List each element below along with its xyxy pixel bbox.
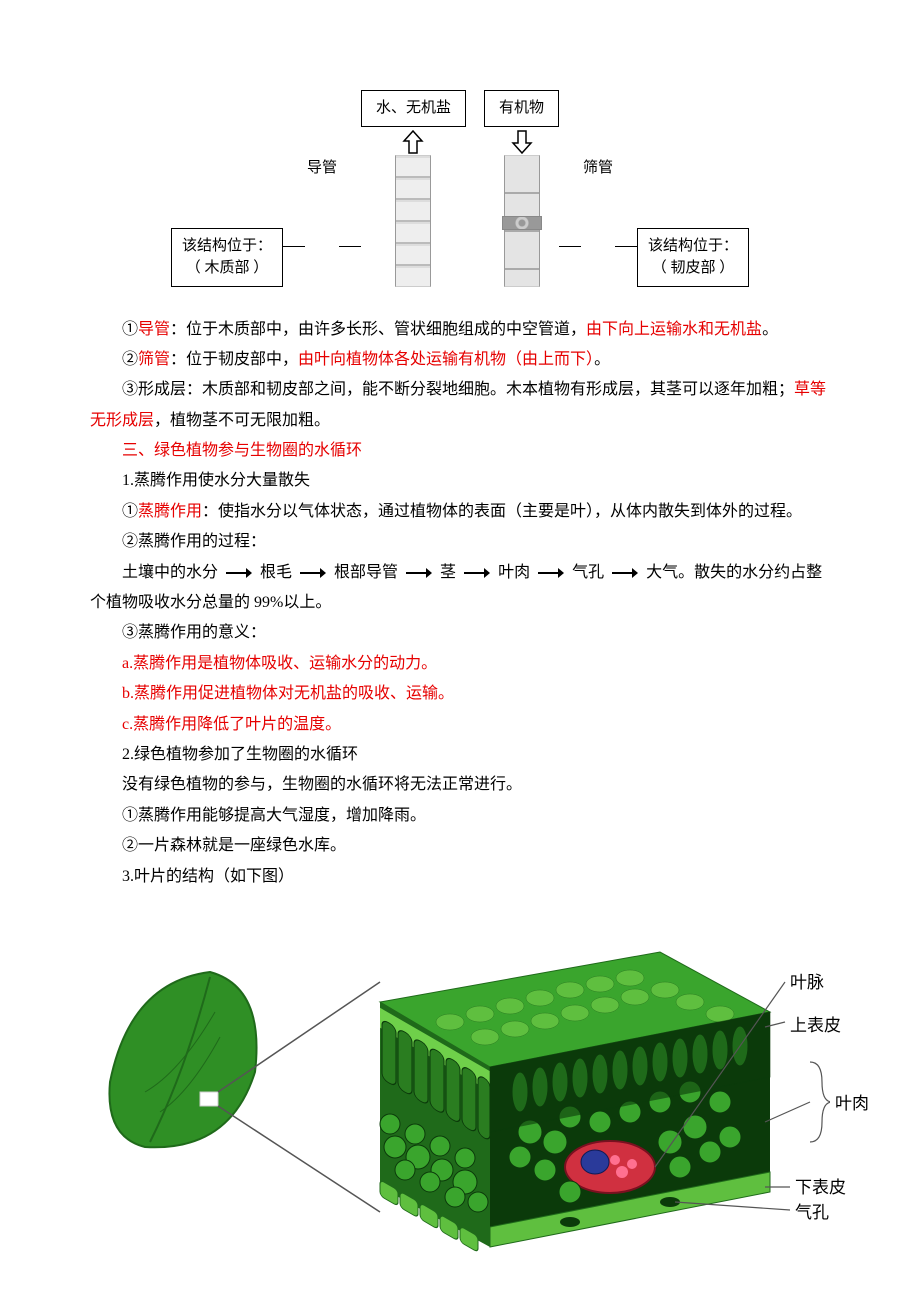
arrow-right-icon <box>538 567 564 579</box>
leaf-illustration <box>90 942 830 1272</box>
para-trans-process-h: ②蒸腾作用的过程： <box>90 527 830 557</box>
step: 气孔 <box>572 564 604 581</box>
para-phloem: ②筛管：位于韧皮部中，由叶向植物体各处运输有机物（由上而下）。 <box>90 345 830 375</box>
para-trans-def: ①蒸腾作用：使指水分以气体状态，通过植物体的表面（主要是叶），从体内散失到体外的… <box>90 497 830 527</box>
txt: ：位于韧皮部中， <box>170 351 298 368</box>
phloem-loc-line2: （ 韧皮部 ） <box>648 257 738 280</box>
txt: ：使指水分以气体状态，通过植物体的表面（主要是叶），从体内散失到体外的过程。 <box>202 503 802 520</box>
connector <box>339 246 361 247</box>
txt: ③蒸腾作用的意义： <box>122 624 266 641</box>
connector <box>283 246 305 247</box>
phloem-tube-illustration <box>504 155 540 287</box>
organics-box: 有机物 <box>484 90 559 127</box>
para-2a: 没有绿色植物的参与，生物圈的水循环将无法正常进行。 <box>90 770 830 800</box>
label-stoma: 气孔 <box>795 1197 829 1229</box>
para-2: 2.绿色植物参加了生物圈的水循环 <box>90 740 830 770</box>
sieve-plate <box>502 216 542 230</box>
sig-b: b.蒸腾作用促进植物体对无机盐的吸收、运输。 <box>90 679 830 709</box>
step: 根部导管 <box>334 564 398 581</box>
arrow-right-icon <box>300 567 326 579</box>
connector <box>559 246 581 247</box>
term-xylem: 导管 <box>138 321 170 338</box>
para-3: 3.叶片的结构（如下图） <box>90 862 830 892</box>
xylem-tube-illustration <box>395 155 431 287</box>
label-meso: 叶肉 <box>835 1088 869 1120</box>
leaf-structure-figure: 叶脉 上表皮 叶肉 下表皮 气孔 <box>90 912 830 1262</box>
xylem-column: 水、无机盐 <box>361 90 466 287</box>
para-trans-sig-h: ③蒸腾作用的意义： <box>90 618 830 648</box>
term-phloem: 筛管 <box>138 351 170 368</box>
xylem-loc-line1: 该结构位于： <box>182 235 272 258</box>
txt: 。 <box>594 351 610 368</box>
phloem-location-box: 该结构位于： （ 韧皮部 ） <box>637 228 749 287</box>
connector <box>615 246 637 247</box>
txt-red: 由叶向植物体各处运输有机物（由上而下） <box>298 351 594 368</box>
txt: ，植物茎不可无限加粗。 <box>154 412 330 429</box>
sig-a: a.蒸腾作用是植物体吸收、运输水分的动力。 <box>90 649 830 679</box>
step: 根毛 <box>260 564 292 581</box>
xylem-location-box: 该结构位于： （ 木质部 ） <box>171 228 283 287</box>
para-2c: ②一片森林就是一座绿色水库。 <box>90 831 830 861</box>
para-2b: ①蒸腾作用能够提高大气湿度，增加降雨。 <box>90 801 830 831</box>
heading-3: 三、绿色植物参与生物圈的水循环 <box>90 436 830 466</box>
txt: ③形成层：木质部和韧皮部之间，能不断分裂地细胞。木本植物有形成层，其茎可以逐年加… <box>122 381 794 398</box>
vessel-diagram: 该结构位于： （ 木质部 ） 导管 水、无机盐 有机物 筛管 <box>90 90 830 287</box>
phloem-loc-line1: 该结构位于： <box>648 235 738 258</box>
xylem-loc-line2: （ 木质部 ） <box>182 257 272 280</box>
arrow-right-icon <box>612 567 638 579</box>
step: 叶肉 <box>498 564 530 581</box>
label-upper: 上表皮 <box>790 1010 841 1042</box>
arrow-right-icon <box>464 567 490 579</box>
arrow-right-icon <box>226 567 252 579</box>
step: 茎 <box>440 564 456 581</box>
txt: 。 <box>762 321 778 338</box>
term-trans: 蒸腾作用 <box>138 503 202 520</box>
para-trans-process: 土壤中的水分 根毛 根部导管 茎 叶肉 气孔 大气。散失的水分约占整个植物吸收水… <box>90 558 830 619</box>
para-cambium: ③形成层：木质部和韧皮部之间，能不断分裂地细胞。木本植物有形成层，其茎可以逐年加… <box>90 375 830 436</box>
label-vein: 叶脉 <box>790 967 824 999</box>
water-minerals-box: 水、无机盐 <box>361 90 466 127</box>
sig-c: c.蒸腾作用降低了叶片的温度。 <box>90 710 830 740</box>
para-xylem: ①导管：位于木质部中，由许多长形、管状细胞组成的中空管道，由下向上运输水和无机盐… <box>90 315 830 345</box>
arrow-up-icon <box>400 129 426 155</box>
num1: ① <box>122 321 138 338</box>
step: 土壤中的水分 <box>122 564 218 581</box>
num2: ② <box>122 351 138 368</box>
phloem-label: 筛管 <box>583 154 613 183</box>
num: ① <box>122 503 138 520</box>
phloem-column: 有机物 <box>484 90 559 287</box>
arrow-right-icon <box>406 567 432 579</box>
para-transpiration-title: 1.蒸腾作用使水分大量散失 <box>90 466 830 496</box>
xylem-label: 导管 <box>307 154 337 183</box>
txt: ：位于木质部中，由许多长形、管状细胞组成的中空管道， <box>170 321 586 338</box>
arrow-down-icon <box>509 129 535 155</box>
txt-red: 由下向上运输水和无机盐 <box>586 321 762 338</box>
